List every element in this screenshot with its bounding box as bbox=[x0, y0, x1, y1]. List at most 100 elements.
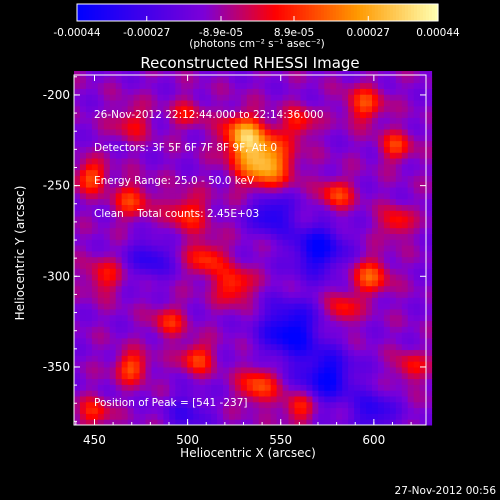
heatmap-cell bbox=[91, 221, 99, 229]
heatmap-cell bbox=[264, 332, 272, 339]
heatmap-cell bbox=[139, 105, 147, 113]
heatmap-cell bbox=[211, 413, 218, 420]
heatmap-cell bbox=[181, 361, 188, 368]
heatmap-cell bbox=[121, 169, 129, 176]
heatmap-cell bbox=[360, 169, 367, 176]
heatmap-cell bbox=[425, 216, 433, 223]
heatmap-cell bbox=[270, 343, 278, 351]
heatmap-cell bbox=[145, 401, 152, 409]
heatmap-cell bbox=[217, 105, 224, 113]
heatmap-cell bbox=[181, 152, 188, 159]
heatmap-cell bbox=[282, 134, 290, 142]
heatmap-cell bbox=[97, 140, 105, 147]
heatmap-cell bbox=[169, 320, 176, 327]
heatmap-cell bbox=[157, 378, 164, 385]
heatmap-cell bbox=[330, 401, 337, 409]
heatmap-cell bbox=[199, 326, 206, 333]
heatmap-cell bbox=[199, 111, 206, 118]
heatmap-cell bbox=[79, 343, 87, 351]
heatmap-cell bbox=[199, 239, 206, 246]
heatmap-cell bbox=[312, 105, 319, 113]
heatmap-cell bbox=[151, 407, 158, 414]
heatmap-cell bbox=[294, 390, 301, 397]
colorbar-segment bbox=[134, 4, 138, 21]
heatmap-cell bbox=[282, 152, 290, 159]
heatmap-cell bbox=[175, 187, 182, 194]
heatmap-cell bbox=[413, 250, 421, 258]
heatmap-cell bbox=[127, 192, 135, 200]
heatmap-cell bbox=[145, 105, 152, 113]
heatmap-cell bbox=[383, 337, 391, 345]
heatmap-cell bbox=[193, 129, 200, 136]
heatmap-cell bbox=[199, 314, 206, 322]
heatmap-cell bbox=[115, 198, 123, 205]
heatmap-cell bbox=[348, 326, 355, 333]
heatmap-cell bbox=[407, 100, 415, 107]
heatmap-cell bbox=[336, 303, 343, 310]
heatmap-cell bbox=[342, 146, 349, 153]
heatmap-cell bbox=[264, 349, 272, 356]
heatmap-cell bbox=[240, 175, 248, 182]
heatmap-cell bbox=[211, 181, 218, 188]
heatmap-cell bbox=[74, 76, 81, 84]
heatmap-cell bbox=[252, 163, 260, 171]
heatmap-cell bbox=[270, 308, 278, 316]
heatmap-cell bbox=[205, 326, 212, 333]
heatmap-cell bbox=[145, 233, 152, 240]
heatmap-cell bbox=[79, 82, 87, 89]
heatmap-cell bbox=[74, 187, 81, 194]
heatmap-cell bbox=[294, 117, 301, 124]
heatmap-cell bbox=[300, 245, 307, 252]
heatmap-cell bbox=[318, 378, 325, 385]
heatmap-cell bbox=[187, 117, 194, 124]
heatmap-cell bbox=[103, 175, 111, 182]
heatmap-cell bbox=[91, 320, 99, 327]
heatmap-cell bbox=[252, 413, 260, 420]
heatmap-cell bbox=[252, 175, 260, 182]
heatmap-cell bbox=[276, 152, 284, 159]
heatmap-cell bbox=[377, 76, 385, 84]
heatmap-cell bbox=[246, 355, 254, 362]
heatmap-cell bbox=[342, 187, 349, 194]
heatmap-cell bbox=[157, 419, 164, 426]
heatmap-cell bbox=[324, 105, 331, 113]
heatmap-cell bbox=[74, 146, 81, 153]
heatmap-cell bbox=[282, 129, 290, 136]
heatmap-cell bbox=[115, 187, 123, 194]
heatmap-cell bbox=[282, 163, 290, 171]
heatmap-cell bbox=[121, 285, 129, 293]
heatmap-cell bbox=[294, 146, 301, 153]
heatmap-cell bbox=[91, 152, 99, 159]
heatmap-cell bbox=[306, 221, 313, 229]
heatmap-cell bbox=[413, 210, 421, 217]
heatmap-cell bbox=[276, 146, 284, 153]
heatmap-cell bbox=[252, 285, 260, 293]
heatmap-cell bbox=[175, 100, 182, 107]
heatmap-cell bbox=[413, 355, 421, 362]
heatmap-cell bbox=[264, 76, 272, 84]
heatmap-cell bbox=[85, 326, 93, 333]
heatmap-cell bbox=[246, 233, 254, 240]
heatmap-cell bbox=[383, 152, 391, 159]
heatmap-cell bbox=[389, 227, 397, 234]
heatmap-cell bbox=[389, 274, 397, 281]
heatmap-cell bbox=[217, 71, 224, 78]
heatmap-cell bbox=[97, 239, 105, 246]
heatmap-cell bbox=[419, 320, 427, 327]
heatmap-cell bbox=[264, 129, 272, 136]
heatmap-cell bbox=[157, 71, 164, 78]
heatmap-cell bbox=[377, 274, 385, 281]
heatmap-cell bbox=[276, 349, 284, 356]
heatmap-cell bbox=[222, 71, 230, 78]
heatmap-cell bbox=[85, 245, 93, 252]
heatmap-cell bbox=[228, 192, 236, 200]
heatmap-cell bbox=[336, 158, 343, 165]
heatmap-cell bbox=[205, 407, 212, 414]
heatmap-cell bbox=[377, 337, 385, 345]
heatmap-cell bbox=[103, 303, 111, 310]
heatmap-cell bbox=[282, 326, 290, 333]
heatmap-cell bbox=[228, 395, 236, 403]
heatmap-cell bbox=[360, 268, 367, 275]
heatmap-cell bbox=[169, 326, 176, 333]
heatmap-cell bbox=[211, 320, 218, 327]
